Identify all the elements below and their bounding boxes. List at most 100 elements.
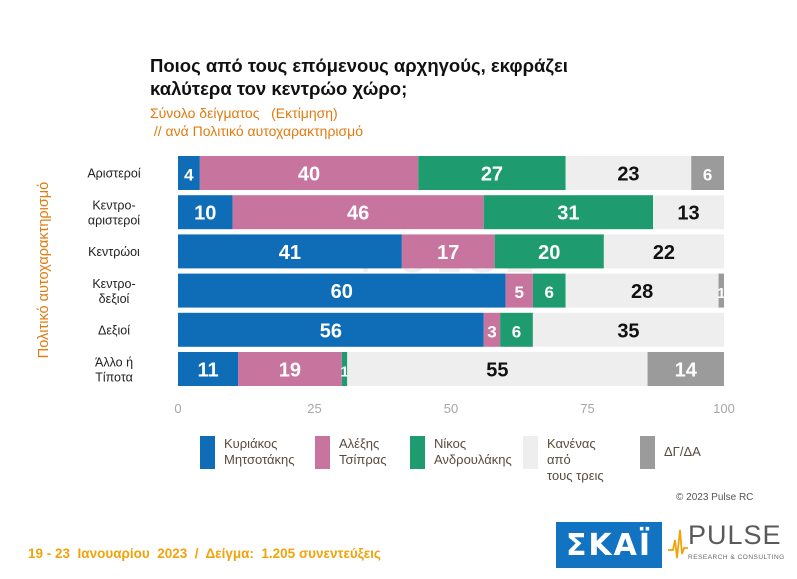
pulse-logo-subtext: RESEARCH & CONSULTING: [688, 554, 785, 561]
bar-segment: [500, 312, 533, 347]
data-label: 27: [481, 164, 503, 186]
bar-segment: [718, 273, 724, 308]
bar-segment: [341, 352, 348, 386]
data-label: 23: [617, 164, 639, 186]
data-label: 20: [538, 242, 560, 264]
legend-label-line: ΔΓ/ΔΑ: [664, 444, 701, 459]
x-tick-label: 50: [444, 401, 458, 416]
bar-segment: [178, 273, 506, 308]
data-label: 22: [653, 242, 675, 264]
bar-segment: [565, 273, 719, 308]
bar-segment: [401, 234, 495, 269]
copyright: © 2023 Pulse RC: [676, 492, 754, 503]
data-label: 41: [279, 242, 301, 264]
category-label: Αριστεροί: [87, 167, 141, 181]
data-label: 6: [703, 166, 712, 185]
data-label: 13: [677, 203, 699, 225]
legend-label-none: Κανένας από τους τρεις: [547, 436, 622, 484]
x-tick-label: 100: [713, 401, 735, 416]
legend-swatch-tsipras: [315, 436, 330, 469]
data-label: 55: [486, 360, 508, 382]
bar-segment: [647, 352, 724, 386]
bar-segment: [565, 156, 692, 190]
data-label: 6: [512, 322, 521, 341]
data-label: 11: [197, 360, 218, 382]
legend-swatch-dk: [640, 436, 655, 469]
data-label: 6: [545, 283, 554, 302]
category-label: Άλλο ή Τίποτα: [95, 356, 133, 385]
bar-segment: [178, 312, 484, 347]
data-label: 46: [347, 203, 369, 225]
data-label: 4: [184, 166, 194, 185]
bar-segment: [178, 195, 233, 230]
data-label: 5: [515, 283, 524, 302]
legend-label-line: Ανδρουλάκης: [434, 452, 512, 467]
legend-label-tsipras: Αλέξης Τσίπρας: [339, 436, 414, 468]
bar-segment: [199, 156, 419, 190]
data-label: 31: [557, 203, 579, 225]
bar-segment: [532, 312, 724, 347]
data-label: 56: [320, 320, 342, 342]
skai-logo-text: ΣΚΑΪ: [565, 527, 653, 563]
legend-swatch-none: [523, 436, 538, 469]
bar-segment: [178, 156, 200, 190]
legend-label-line: Τσίπρας: [339, 452, 387, 467]
bar-segment: [532, 273, 566, 308]
data-label: 28: [631, 281, 653, 303]
chart-title: Ποιος από τους επόμενους αρχηγούς, εκφρά…: [150, 55, 568, 99]
skai-logo: ΣΚΑΪ: [556, 522, 662, 568]
bar-segment: [483, 195, 654, 230]
bar-segment: [178, 352, 239, 386]
legend-item-tsipras: Αλέξης Τσίπρας: [315, 436, 414, 469]
bar-segment: [347, 352, 648, 386]
subtitle-line-1: Σύνολο δείγματος (Εκτίμηση): [150, 105, 338, 121]
bar-segment: [238, 352, 342, 386]
bar-segment: [505, 273, 533, 308]
legend-label-mitsotakis: Κυριάκος Μητσοτάκης: [224, 436, 299, 468]
category-label: Κεντρο-δεξιοί: [92, 277, 135, 306]
chart-legend: Κυριάκος Μητσοτάκης Αλέξης Τσίπρας Νίκος Αν…: [200, 436, 760, 483]
legend-swatch-mitsotakis: [200, 436, 215, 469]
footer-dates-sample: 19 - 23 Ιανουαρίου 2023 / Δείγμα: 1.205 …: [28, 546, 381, 561]
x-tick-label: 75: [580, 401, 594, 416]
legend-label-line: Κυριάκος: [224, 436, 278, 451]
legend-swatch-androulakis: [410, 436, 425, 469]
legend-item-dk: ΔΓ/ΔΑ: [640, 436, 739, 469]
data-label: 10: [194, 203, 216, 225]
legend-label-line: τους τρεις: [547, 468, 604, 483]
pulse-logo: PULSE RESEARCH & CONSULTING: [668, 520, 785, 570]
data-label: 3: [487, 322, 496, 341]
legend-label-line: Μητσοτάκης: [224, 452, 295, 467]
bar-segment: [418, 156, 566, 190]
legend-label-line: Νίκος: [434, 436, 467, 451]
pulse-logo-text: PULSE: [688, 520, 782, 550]
legend-label-dk: ΔΓ/ΔΑ: [664, 436, 739, 460]
chart-subtitle: Σύνολο δείγματος (Εκτίμηση) // ανά Πολιτ…: [150, 104, 363, 140]
legend-label-line: Κανένας από: [547, 436, 596, 467]
bar-segment: [603, 234, 724, 269]
category-label: Κεντρο-αριστεροί: [88, 199, 140, 228]
bar-segment: [178, 234, 402, 269]
data-label: 40: [298, 164, 320, 186]
category-label: Δεξιοί: [98, 323, 130, 337]
bar-segment: [483, 312, 501, 347]
category-label: Κεντρώοι: [88, 245, 140, 259]
data-label: 35: [617, 320, 639, 342]
subtitle-line-2: // ανά Πολιτικό αυτοχαρακτηρισμό: [150, 123, 364, 139]
x-tick-label: 0: [174, 401, 181, 416]
data-label: 17: [437, 242, 459, 264]
legend-label-line: Αλέξης: [339, 436, 380, 451]
pulse-wave-icon: [668, 529, 688, 559]
data-label: 19: [279, 360, 301, 382]
legend-item-androulakis: Νίκος Ανδρουλάκης: [410, 436, 512, 469]
legend-label-androulakis: Νίκος Ανδρουλάκης: [434, 436, 512, 468]
data-label: 1: [717, 285, 725, 302]
legend-item-none: Κανένας από τους τρεις: [523, 436, 622, 484]
bar-segment: [653, 195, 724, 230]
data-label: 60: [331, 281, 353, 303]
data-label: 1: [340, 364, 348, 381]
legend-item-mitsotakis: Κυριάκος Μητσοτάκης: [200, 436, 299, 469]
stacked-bar-chart: PULSEΑριστεροί44027236Κεντρο-αριστεροί10…: [87, 156, 735, 416]
data-label: 14: [675, 360, 698, 382]
bar-segment: [494, 234, 604, 269]
